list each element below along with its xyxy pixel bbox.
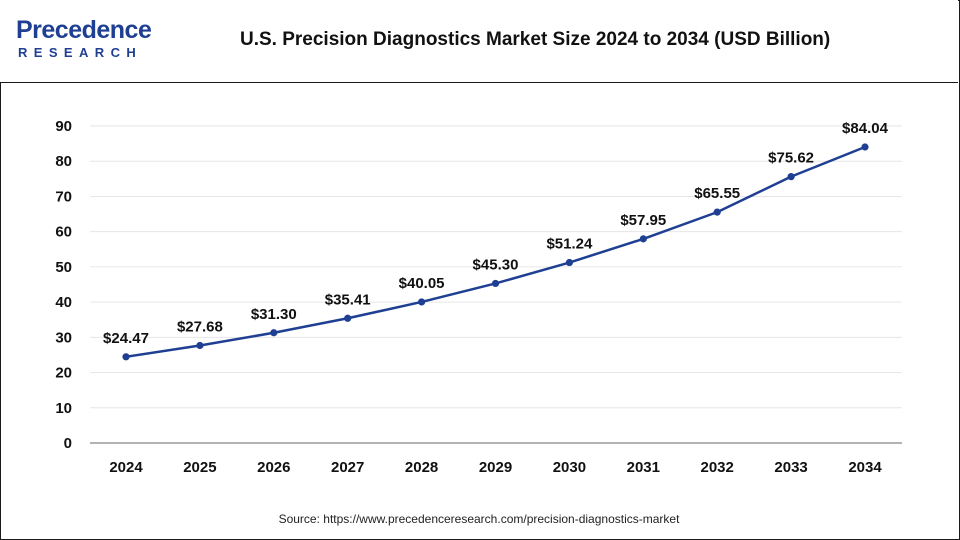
data-point bbox=[639, 235, 647, 243]
logo-wordmark: Precedence bbox=[16, 16, 152, 44]
y-tick-label: 10 bbox=[55, 400, 72, 417]
header: Precedence RESEARCH U.S. Precision Diagn… bbox=[0, 0, 958, 83]
data-point bbox=[861, 143, 869, 151]
y-tick-label: 0 bbox=[64, 435, 72, 452]
data-label: $35.41 bbox=[325, 291, 371, 308]
x-tick-label: 2028 bbox=[405, 459, 438, 476]
data-point bbox=[270, 329, 278, 337]
y-tick-label: 60 bbox=[55, 224, 72, 241]
source-note: Source: https://www.precedenceresearch.c… bbox=[278, 512, 680, 526]
data-label: $45.30 bbox=[473, 256, 519, 273]
y-tick-label: 20 bbox=[55, 365, 72, 382]
series-line bbox=[125, 145, 866, 359]
data-point bbox=[418, 298, 426, 306]
data-label: $24.47 bbox=[103, 330, 149, 347]
y-tick-label: 80 bbox=[55, 153, 72, 170]
logo-subtitle: RESEARCH bbox=[18, 45, 143, 60]
x-tick-label: 2034 bbox=[848, 459, 882, 476]
data-point bbox=[491, 279, 500, 288]
data-point bbox=[713, 208, 721, 216]
data-label: $40.05 bbox=[399, 275, 445, 292]
data-label: $27.68 bbox=[177, 319, 223, 336]
x-tick-label: 2025 bbox=[183, 459, 216, 476]
y-tick-label: 40 bbox=[55, 294, 72, 311]
x-tick-label: 2032 bbox=[701, 459, 734, 476]
data-point bbox=[344, 314, 352, 322]
data-label: $65.55 bbox=[694, 185, 740, 202]
precedence-research-logo: Precedence RESEARCH bbox=[16, 16, 166, 66]
x-tick-label: 2033 bbox=[774, 459, 807, 476]
x-tick-label: 2024 bbox=[109, 459, 143, 476]
data-point bbox=[565, 258, 574, 267]
data-label: $31.30 bbox=[251, 306, 297, 323]
y-tick-label: 70 bbox=[55, 188, 72, 205]
data-point bbox=[787, 173, 795, 181]
x-tick-label: 2029 bbox=[479, 459, 512, 476]
data-label: $51.24 bbox=[546, 236, 593, 253]
x-tick-label: 2031 bbox=[627, 459, 660, 476]
data-label: $84.04 bbox=[842, 120, 889, 137]
x-tick-label: 2027 bbox=[331, 459, 364, 476]
chart-title: U.S. Precision Diagnostics Market Size 2… bbox=[240, 29, 831, 50]
data-point bbox=[196, 341, 204, 350]
y-tick-label: 50 bbox=[55, 259, 72, 276]
data-label: $57.95 bbox=[620, 212, 666, 229]
x-tick-label: 2026 bbox=[257, 459, 290, 476]
data-point bbox=[122, 353, 130, 361]
data-label: $75.62 bbox=[768, 150, 814, 167]
y-tick-label: 30 bbox=[55, 329, 72, 346]
x-tick-label: 2030 bbox=[553, 459, 586, 476]
y-tick-label: 90 bbox=[55, 118, 72, 135]
